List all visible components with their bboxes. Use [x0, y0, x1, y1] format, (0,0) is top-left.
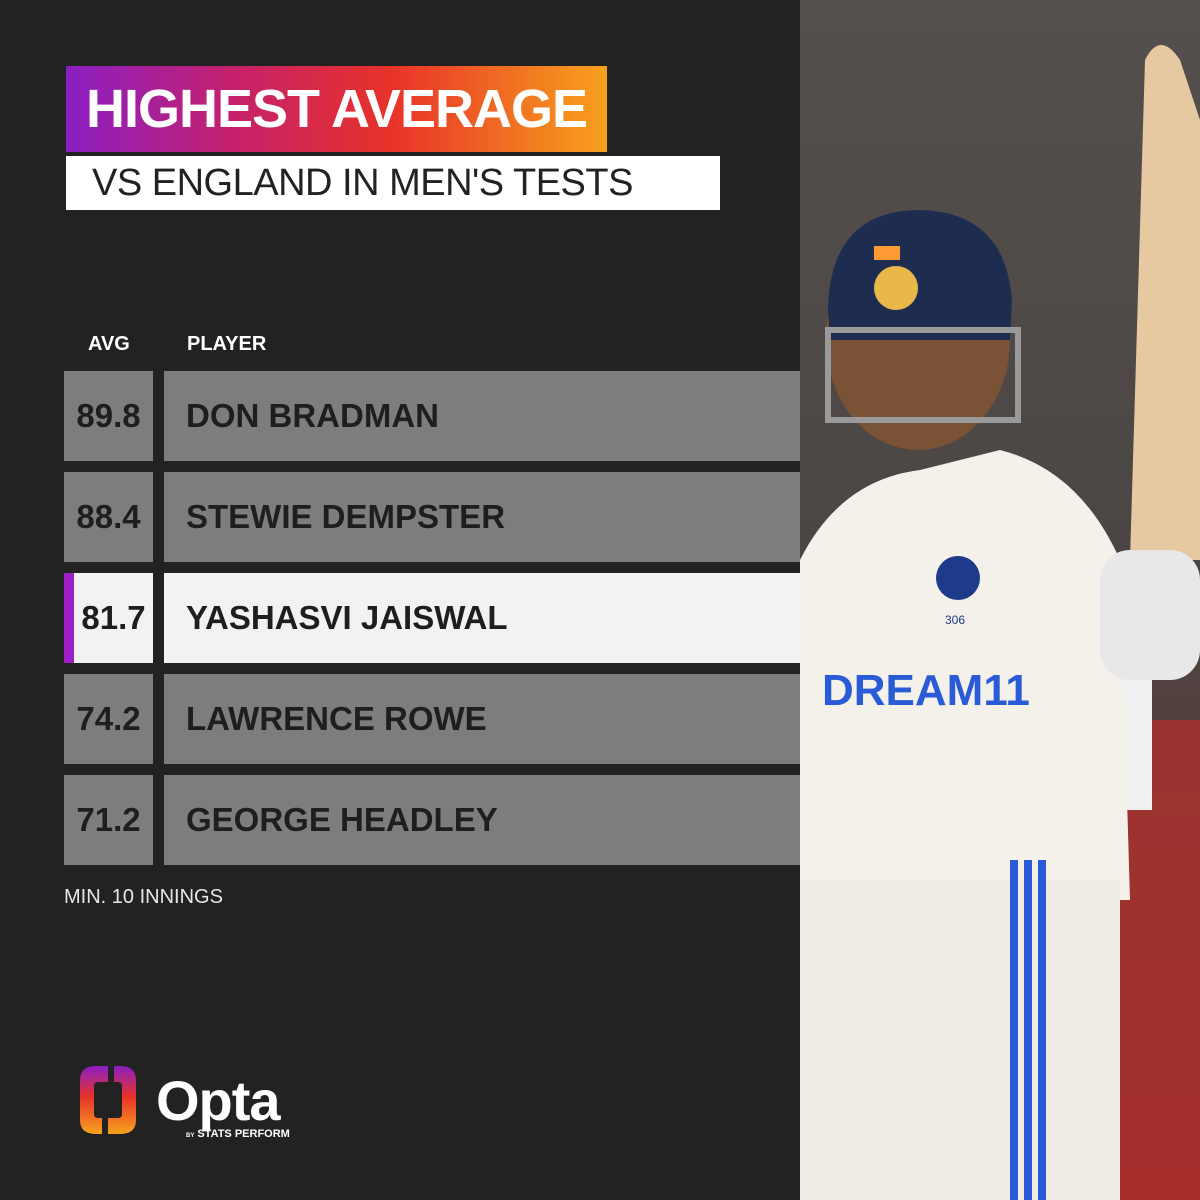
jersey-number-text: 306	[945, 613, 965, 627]
table-row: 71.2 GEORGE HEADLEY	[64, 775, 800, 865]
column-header-player: PLAYER	[187, 333, 267, 355]
avg-value: 71.2	[76, 801, 141, 838]
player-name: GEORGE HEADLEY	[186, 801, 498, 838]
player-name: LAWRENCE ROWE	[186, 700, 487, 737]
player-cell: LAWRENCE ROWE	[164, 674, 800, 764]
opta-logo-icon	[80, 1066, 136, 1134]
brand-by: BY	[186, 1133, 195, 1139]
brand-subtitle: BY STATS PERFORM	[186, 1128, 290, 1140]
footnote: MIN. 10 INNINGS	[64, 886, 223, 908]
helmet-shape	[828, 210, 1012, 340]
avg-cell: 71.2	[64, 775, 153, 865]
brand-name: Opta	[156, 1069, 281, 1132]
subtitle-banner: VS ENGLAND IN MEN'S TESTS	[66, 156, 720, 210]
table-row: 89.8 DON BRADMAN	[64, 371, 800, 461]
table-row: 81.7 YASHASVI JAISWAL	[64, 573, 800, 663]
avg-cell: 74.2	[64, 674, 153, 764]
page-subtitle: VS ENGLAND IN MEN'S TESTS	[92, 161, 633, 204]
graphic-panel: HIGHEST AVERAGE VS ENGLAND IN MEN'S TEST…	[64, 66, 800, 1150]
player-name: YASHASVI JAISWAL	[186, 599, 508, 636]
avg-cell: 88.4	[64, 472, 153, 562]
avg-value: 88.4	[76, 498, 141, 535]
avg-value: 81.7	[81, 599, 146, 636]
avg-value: 74.2	[76, 700, 141, 737]
ranking-table: 89.8 DON BRADMAN 88.4 STEWIE DEMPSTER 81.7 YA…	[64, 371, 800, 876]
table-row: 88.4 STEWIE DEMPSTER	[64, 472, 800, 562]
table-row: 74.2 LAWRENCE ROWE	[64, 674, 800, 764]
title-banner: HIGHEST AVERAGE	[66, 66, 608, 152]
player-name: DON BRADMAN	[186, 397, 439, 434]
player-cell: DON BRADMAN	[164, 371, 800, 461]
player-name: STEWIE DEMPSTER	[186, 498, 506, 535]
avg-cell: 81.7	[64, 573, 153, 663]
player-cell: STEWIE DEMPSTER	[164, 472, 800, 562]
player-photo-illustration: DREAM11 306	[800, 0, 1200, 1200]
column-header-avg: AVG	[88, 333, 130, 355]
player-cell: YASHASVI JAISWAL	[164, 573, 800, 663]
jersey-crest	[936, 556, 980, 600]
avg-cell: 89.8	[64, 371, 153, 461]
jersey-sponsor-text: DREAM11	[822, 666, 1030, 715]
avg-value: 89.8	[76, 397, 141, 434]
opta-logo: Opta BY STATS PERFORM	[70, 1060, 330, 1150]
player-photo: DREAM11 306	[800, 0, 1200, 1200]
page-title: HIGHEST AVERAGE	[86, 79, 588, 139]
brand-sub-text: STATS PERFORM	[197, 1128, 290, 1140]
player-cell: GEORGE HEADLEY	[164, 775, 800, 865]
